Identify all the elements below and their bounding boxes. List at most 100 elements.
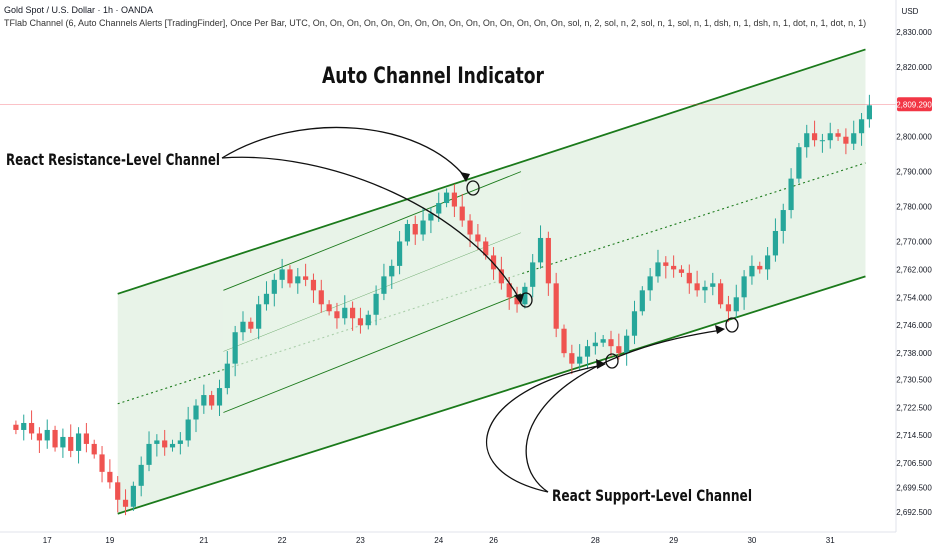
candle — [13, 420, 19, 435]
candle-body — [326, 304, 332, 312]
currency-label: USD — [902, 7, 919, 16]
candle-body — [530, 262, 536, 287]
candle — [83, 422, 89, 453]
candle — [115, 476, 121, 513]
candle-body — [271, 279, 277, 294]
candle-body — [561, 328, 567, 354]
candle-body — [686, 272, 692, 284]
candle-body — [404, 224, 411, 242]
candle — [365, 310, 371, 330]
candle-body — [279, 269, 285, 280]
candle-body — [827, 133, 833, 141]
arrowhead-3 — [596, 359, 606, 369]
candle — [764, 247, 771, 280]
candle — [647, 267, 653, 301]
candle — [326, 300, 332, 316]
candle — [624, 329, 630, 366]
candle-body — [467, 220, 473, 235]
candle — [584, 339, 591, 370]
price-tick-label: 2,762.000 — [896, 265, 932, 274]
price-tick-label: 2,738.000 — [896, 349, 932, 358]
candle-body — [694, 283, 700, 291]
candle-body — [420, 220, 426, 235]
candle-body — [741, 276, 747, 298]
candle-body — [342, 307, 348, 319]
candle — [866, 94, 872, 128]
price-tick-label: 2,730.500 — [896, 375, 932, 384]
candle — [412, 215, 418, 245]
candle — [671, 255, 677, 278]
arrowhead-4 — [715, 325, 725, 334]
support-label: React Support-Level Channel — [552, 486, 752, 505]
candle — [608, 330, 614, 357]
price-tick-label: 2,714.500 — [896, 431, 932, 440]
time-tick-label: 29 — [669, 536, 678, 545]
candle — [28, 410, 35, 440]
candle-body — [678, 269, 685, 273]
candle-body — [498, 269, 504, 284]
candle-body — [122, 499, 129, 507]
candle-body — [843, 136, 849, 144]
candle — [663, 256, 669, 279]
candle-body — [75, 433, 82, 451]
candle — [858, 112, 865, 146]
candle-body — [569, 353, 575, 364]
candle — [757, 261, 763, 274]
candle — [725, 295, 732, 322]
resistance-label: React Resistance-Level Channel — [6, 150, 220, 169]
candle — [639, 286, 645, 316]
inner-channel-lower — [223, 293, 522, 413]
candle — [44, 419, 50, 449]
price-tick-label: 2,699.500 — [896, 484, 932, 493]
candle — [686, 264, 692, 294]
candle-body — [138, 464, 144, 486]
candle-body — [201, 395, 207, 406]
time-tick-label: 19 — [105, 536, 114, 545]
candle — [122, 489, 129, 516]
candle-body — [389, 265, 395, 277]
candle — [819, 133, 826, 153]
candle — [162, 429, 168, 456]
candle-body — [154, 440, 160, 444]
candle-body — [162, 440, 168, 448]
time-tick-label: 31 — [826, 536, 835, 545]
candle — [350, 301, 356, 331]
candle-body — [130, 485, 136, 507]
candle-body — [310, 279, 317, 291]
candle-body — [764, 255, 771, 270]
candle-body — [248, 321, 254, 329]
candle — [154, 434, 160, 457]
candle-body — [350, 307, 356, 319]
candle-body — [357, 318, 364, 326]
arrow-to-resistance-bottom — [221, 156, 521, 301]
touch-circle-4 — [725, 317, 739, 333]
candle-body — [256, 304, 262, 329]
symbol-title[interactable]: Gold Spot / U.S. Dollar · 1h · OANDA — [4, 5, 154, 15]
candle — [655, 249, 661, 283]
candle — [36, 427, 43, 454]
candle-body — [804, 133, 810, 148]
candle — [741, 270, 747, 310]
candle — [396, 230, 403, 275]
touch-circle-3 — [605, 353, 619, 369]
price-tick-label: 2,800.000 — [896, 133, 932, 142]
candle — [52, 425, 58, 452]
candle — [279, 258, 285, 289]
indicator-legend[interactable]: TFlab Channel (6, Auto Channels Alerts [… — [4, 18, 867, 28]
candle-body — [193, 405, 199, 420]
arrow-to-support-1 — [486, 364, 604, 493]
price-tick-label: 2,722.500 — [896, 403, 932, 412]
main-channel-upper — [117, 48, 866, 295]
candle-body — [216, 388, 223, 406]
candle-body — [475, 234, 481, 242]
candle — [404, 219, 411, 246]
price-tick-label: 2,754.000 — [896, 293, 932, 302]
candle — [749, 255, 755, 285]
candle — [295, 267, 301, 294]
candle-body — [443, 192, 450, 204]
candle-body — [209, 395, 215, 406]
time-tick-label: 26 — [489, 536, 498, 545]
main-channel-lower — [117, 275, 866, 515]
